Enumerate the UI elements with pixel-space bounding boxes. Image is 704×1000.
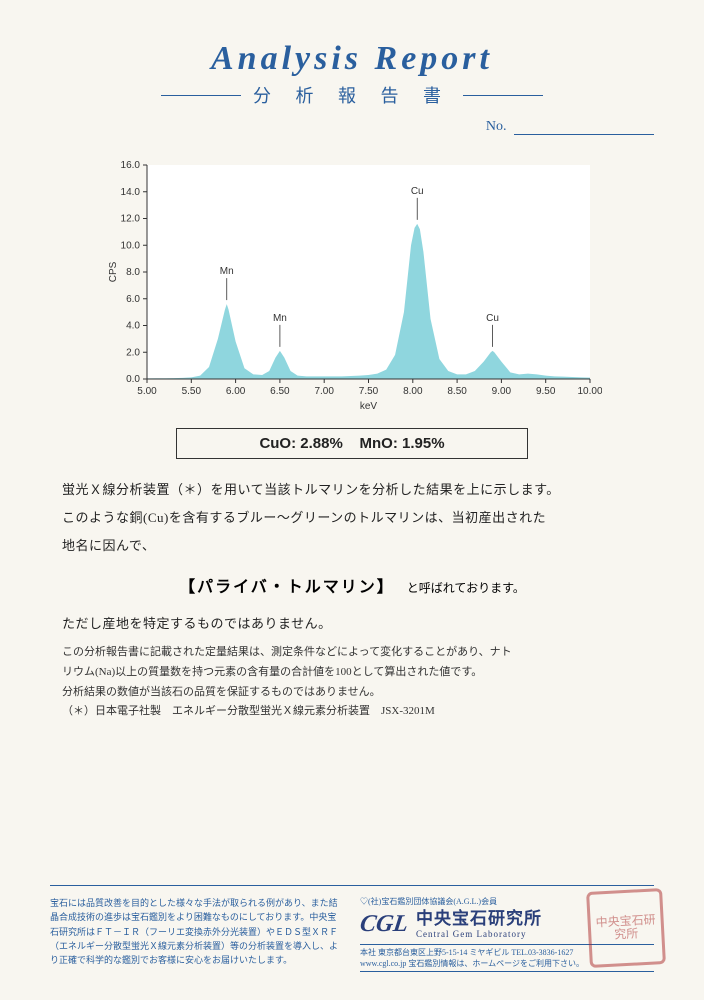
cuo-label: CuO: [259,435,296,452]
svg-text:5.00: 5.00 [137,386,157,397]
svg-text:12.0: 12.0 [121,214,141,225]
gem-name: 【パライバ・トルマリン】 [179,579,395,596]
result-box: CuO: 2.88% MnO: 1.95% [176,428,528,459]
mno-label: MnO: [360,435,398,452]
gem-name-suffix: と呼ばれております。 [407,581,525,595]
svg-text:CPS: CPS [108,261,119,282]
body-line-1: 蛍光Ｘ線分析装置（＊）を用いて当該トルマリンを分析した結果を上に示します。 [62,477,642,503]
svg-text:7.50: 7.50 [359,386,379,397]
fine-2: リウム(Na)以上の質量数を持つ元素の含有量の合計値を100として算出された値で… [62,663,642,683]
fine-4: （＊）日本電子社製 エネルギー分散型蛍光Ｘ線元素分析装置 JSX-3201M [62,702,642,722]
spectrum-chart: 0.0 2.0 4.0 6.0 8.0 10.0 12.0 14.0 16.0 5.00 5.50 6… [102,153,602,418]
svg-text:16.0: 16.0 [121,160,141,171]
logo-name-en: Central Gem Laboratory [416,929,542,940]
body-line-2: このような銅(Cu)を含有するブルー～グリーンのトルマリンは、当初産出された [62,505,642,531]
svg-text:6.0: 6.0 [126,294,140,305]
logo-mark: CGL [358,911,410,938]
svg-text:4.0: 4.0 [126,321,140,332]
svg-text:8.00: 8.00 [403,386,423,397]
svg-text:8.0: 8.0 [126,267,140,278]
svg-text:5.50: 5.50 [182,386,202,397]
number-field [514,118,654,135]
svg-text:6.00: 6.00 [226,386,246,397]
svg-text:6.50: 6.50 [270,386,290,397]
fine-1: この分析報告書に記載された定量結果は、測定条件などによって変化することがあり、ナ… [62,643,642,663]
svg-text:10.0: 10.0 [121,240,141,251]
svg-text:2.0: 2.0 [126,347,140,358]
body-line-3: 地名に因んで、 [62,533,642,559]
svg-text:Mn: Mn [220,266,234,277]
svg-text:0.0: 0.0 [126,374,140,385]
svg-text:14.0: 14.0 [121,187,141,198]
logo-name-ja: 中央宝石研究所 [416,909,542,929]
title-english: Analysis Report [50,40,654,78]
svg-text:8.50: 8.50 [447,386,467,397]
fine-3: 分析結果の数値が当該石の品質を保証するものではありません。 [62,683,642,703]
svg-text:9.50: 9.50 [536,386,556,397]
cuo-value: 2.88% [300,435,343,452]
title-rule-left [161,95,241,96]
svg-text:7.00: 7.00 [314,386,334,397]
svg-text:Cu: Cu [411,186,424,197]
svg-text:Mn: Mn [273,313,287,324]
title-rule-right [463,95,543,96]
svg-text:10.00: 10.00 [577,386,602,397]
body-line-4: ただし産地を特定するものではありません。 [62,611,642,637]
company-seal: 中央宝石研究所 [586,888,666,968]
title-japanese: 分 析 報 告 書 [253,82,451,108]
number-label: No. [486,119,507,134]
mno-value: 1.95% [402,435,445,452]
svg-text:9.00: 9.00 [492,386,512,397]
svg-text:Cu: Cu [486,313,499,324]
footer-disclaimer: 宝石には品質改善を目的とした様々な手法が取られる例があり、また結晶合成技術の進歩… [50,896,340,972]
svg-text:keV: keV [360,401,378,412]
